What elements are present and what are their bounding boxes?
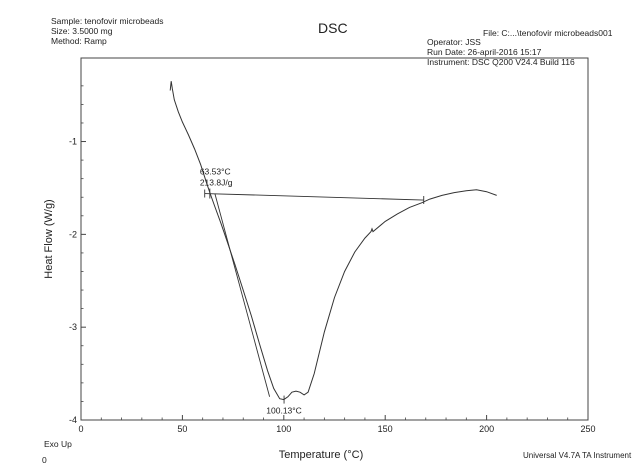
x-tick-label: 50 — [177, 424, 187, 434]
onset-enthalpy-label: 213.8J/g — [200, 178, 233, 188]
x-tick-label: 150 — [378, 424, 393, 434]
y-tick-label: -4 — [69, 415, 77, 425]
plot-frame — [80, 57, 589, 421]
y-tick-label: -1 — [69, 137, 77, 147]
y-tick-label: -3 — [69, 322, 77, 332]
x-tick-label: 200 — [479, 424, 494, 434]
chart-title: DSC — [318, 20, 348, 36]
x-tick-label: 0 — [78, 424, 83, 434]
x-axis-label: Temperature (°C) — [279, 449, 363, 461]
exo-up-label: Exo Up — [44, 439, 72, 449]
y-tick-label: -2 — [69, 229, 77, 239]
header-instrument: Instrument: DSC Q200 V24.4 Build 116 — [427, 57, 575, 67]
header-method: Method: Ramp — [51, 36, 107, 46]
onset-temperature-label: 63.53°C — [200, 167, 231, 177]
x-tick-label: 250 — [580, 424, 595, 434]
y-axis-label: Heat Flow (W/g) — [43, 199, 55, 278]
peak-temperature-label: 100.13°C — [266, 406, 302, 416]
dsc-curve-series-0 — [169, 81, 497, 401]
corner-zero: 0 — [42, 455, 47, 465]
header-operator: Operator: JSS — [427, 37, 481, 47]
header-run-date: Run Date: 26-april-2016 15:17 — [427, 47, 542, 57]
software-footer: Universal V4.7A TA Instrument — [523, 451, 632, 460]
header-sample: Sample: tenofovir microbeads — [51, 16, 164, 26]
onset-tangent-line — [214, 193, 271, 397]
header-size: Size: 3.5000 mg — [51, 26, 113, 36]
integration-baseline — [204, 193, 424, 201]
header-file: File: C:...\tenofovir microbeads001 — [483, 28, 613, 38]
x-tick-label: 100 — [276, 424, 291, 434]
